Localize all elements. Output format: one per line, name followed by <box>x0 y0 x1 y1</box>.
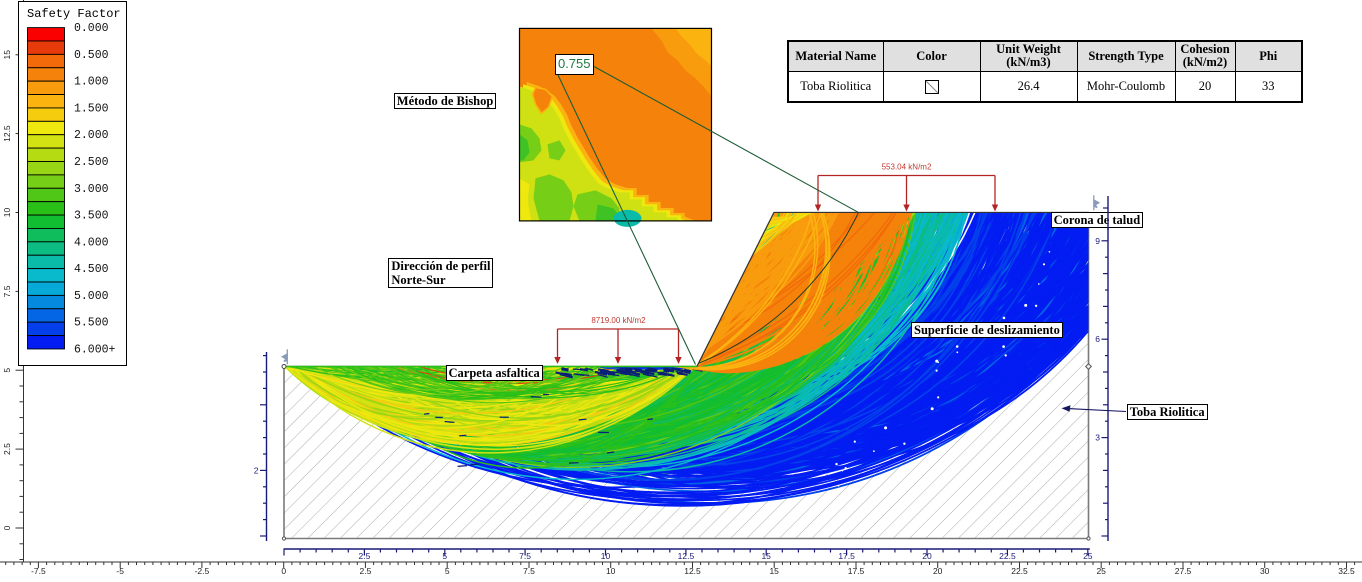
svg-text:5.000: 5.000 <box>74 290 109 303</box>
svg-text:8719.00 kN/m2: 8719.00 kN/m2 <box>591 316 646 325</box>
svg-text:10: 10 <box>606 566 616 576</box>
svg-text:553.04 kN/m2: 553.04 kN/m2 <box>882 163 932 172</box>
svg-text:17.5: 17.5 <box>848 566 865 576</box>
svg-text:10: 10 <box>2 208 12 218</box>
svg-text:3.000: 3.000 <box>74 183 109 196</box>
svg-text:-5: -5 <box>116 566 124 576</box>
svg-text:7.5: 7.5 <box>519 551 531 561</box>
svg-text:15: 15 <box>761 551 771 561</box>
svg-text:0: 0 <box>281 566 286 576</box>
svg-text:15: 15 <box>2 50 12 60</box>
svg-text:15: 15 <box>769 566 779 576</box>
svg-text:22.5: 22.5 <box>1011 566 1028 576</box>
svg-text:7.5: 7.5 <box>2 285 12 297</box>
svg-text:30: 30 <box>1260 566 1270 576</box>
svg-text:22.5: 22.5 <box>999 551 1016 561</box>
svg-text:2.000: 2.000 <box>74 129 109 142</box>
svg-text:2.5: 2.5 <box>358 551 370 561</box>
svg-text:10: 10 <box>601 551 611 561</box>
svg-text:20: 20 <box>922 551 932 561</box>
svg-text:20: 20 <box>933 566 943 576</box>
svg-text:6: 6 <box>1095 334 1100 344</box>
svg-text:5: 5 <box>2 368 12 373</box>
svg-text:2.5: 2.5 <box>359 566 371 576</box>
svg-text:1.500: 1.500 <box>74 102 109 115</box>
svg-text:4.500: 4.500 <box>74 263 109 276</box>
svg-text:0: 0 <box>2 525 12 530</box>
svg-text:7.5: 7.5 <box>523 566 535 576</box>
svg-text:0.500: 0.500 <box>74 49 109 62</box>
svg-text:1.000: 1.000 <box>74 76 109 89</box>
svg-text:27.5: 27.5 <box>1175 566 1192 576</box>
svg-text:-2.5: -2.5 <box>195 566 210 576</box>
svg-text:2.5: 2.5 <box>2 443 12 455</box>
svg-text:25: 25 <box>1096 566 1106 576</box>
svg-text:4.000: 4.000 <box>74 236 109 249</box>
svg-text:3: 3 <box>1095 433 1100 443</box>
svg-text:12.5: 12.5 <box>678 551 695 561</box>
svg-text:25: 25 <box>1083 551 1093 561</box>
svg-text:9: 9 <box>1095 236 1100 246</box>
svg-text:2.500: 2.500 <box>74 156 109 169</box>
svg-text:-7.5: -7.5 <box>31 566 46 576</box>
svg-text:5.500: 5.500 <box>74 317 109 330</box>
svg-text:12.5: 12.5 <box>2 125 12 142</box>
svg-text:32.5: 32.5 <box>1338 566 1355 576</box>
svg-text:0.000: 0.000 <box>74 22 109 35</box>
svg-text:12.5: 12.5 <box>684 566 701 576</box>
svg-text:3.500: 3.500 <box>74 210 109 223</box>
svg-text:17.5: 17.5 <box>838 551 855 561</box>
svg-text:2: 2 <box>254 465 259 475</box>
svg-text:5: 5 <box>442 551 447 561</box>
svg-text:6.000+: 6.000+ <box>74 344 116 357</box>
svg-text:5: 5 <box>445 566 450 576</box>
